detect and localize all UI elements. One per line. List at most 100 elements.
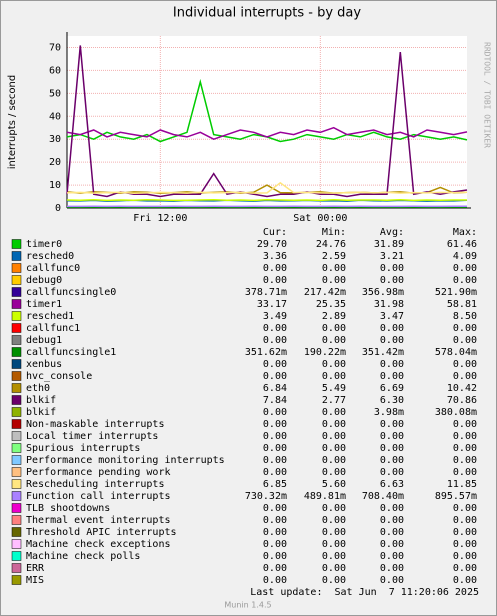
legend-swatch	[11, 335, 22, 345]
legend-value: 0.00	[263, 359, 287, 370]
legend-label: xenbus	[26, 359, 62, 370]
legend-value: 0.00	[322, 359, 346, 370]
legend-label: TLB shootdowns	[26, 503, 110, 514]
legend-value: 0.00	[322, 575, 346, 586]
legend-label: hvc_console	[26, 371, 92, 382]
series-line	[66, 45, 468, 198]
legend-value: 2.59	[322, 251, 346, 262]
legend-label: debug1	[26, 335, 62, 346]
legend-swatch	[11, 419, 22, 429]
legend-value: 0.00	[453, 467, 477, 478]
legend-value: 0.00	[453, 551, 477, 562]
legend-value: 0.00	[453, 455, 477, 466]
legend-label: resched0	[26, 251, 74, 262]
legend-value: 6.30	[380, 395, 404, 406]
chart-title: Individual interrupts - by day	[173, 6, 361, 21]
legend-label: MIS	[26, 575, 44, 586]
legend-value: 0.00	[380, 443, 404, 454]
x-tick-label: Fri 12:00	[133, 213, 187, 224]
legend-value: 0.00	[380, 551, 404, 562]
legend-value: 31.98	[374, 299, 404, 310]
legend-label: Function call interrupts	[26, 491, 171, 502]
legend-value: 378.71m	[245, 287, 287, 298]
legend-value: 0.00	[322, 443, 346, 454]
y-tick-label: 20	[49, 157, 61, 168]
legend-value: 0.00	[322, 419, 346, 430]
legend-swatch	[11, 287, 22, 297]
legend-swatch	[11, 311, 22, 321]
legend-value: 0.00	[453, 515, 477, 526]
legend-value: 0.00	[453, 359, 477, 370]
y-tick-label: 60	[49, 65, 61, 76]
y-tick-label: 40	[49, 111, 61, 122]
series-line	[66, 184, 468, 195]
legend-value: 521.90m	[435, 287, 477, 298]
legend-header: Avg:	[380, 227, 404, 238]
legend-label: ERR	[26, 563, 45, 574]
legend-swatch	[11, 263, 22, 273]
legend-value: 0.00	[263, 515, 287, 526]
legend-value: 3.47	[380, 311, 404, 322]
series-line	[66, 126, 468, 141]
legend-value: 0.00	[453, 335, 477, 346]
legend-swatch	[11, 323, 22, 333]
legend-value: 70.86	[447, 395, 477, 406]
legend-value: 0.00	[263, 263, 287, 274]
legend-value: 0.00	[380, 419, 404, 430]
legend-value: 0.00	[380, 263, 404, 274]
legend-value: 4.09	[453, 251, 477, 262]
legend-value: 25.35	[316, 299, 346, 310]
legend-label: eth0	[26, 383, 50, 394]
legend-value: 0.00	[380, 539, 404, 550]
legend-swatch	[11, 491, 22, 501]
legend-value: 0.00	[322, 563, 346, 574]
legend-value: 31.89	[374, 239, 404, 250]
legend-value: 3.98m	[374, 407, 404, 418]
legend-value: 2.77	[322, 395, 346, 406]
legend-value: 0.00	[263, 527, 287, 538]
legend-value: 5.49	[322, 383, 346, 394]
legend-value: 0.00	[322, 527, 346, 538]
legend-value: 0.00	[380, 503, 404, 514]
legend-label: Performance pending work	[26, 467, 171, 478]
legend-label: callfuncsingle0	[26, 287, 116, 298]
legend-value: 0.00	[322, 539, 346, 550]
legend-value: 0.00	[263, 443, 287, 454]
legend-value: 24.76	[316, 239, 346, 250]
plot-area	[67, 36, 467, 208]
legend-value: 0.00	[263, 275, 287, 286]
legend-value: 0.00	[263, 539, 287, 550]
legend-value: 3.49	[263, 311, 287, 322]
legend-value: 0.00	[263, 455, 287, 466]
legend-value: 0.00	[322, 551, 346, 562]
legend-value: 0.00	[380, 527, 404, 538]
legend-swatch	[11, 431, 22, 441]
y-tick-label: 30	[49, 134, 61, 145]
x-tick-label: Sat 00:00	[293, 213, 347, 224]
legend-swatch	[11, 275, 22, 285]
legend-value: 0.00	[263, 575, 287, 586]
legend-value: 0.00	[453, 527, 477, 538]
legend-value: 6.63	[380, 479, 404, 490]
legend-label: Non-maskable interrupts	[26, 419, 164, 430]
legend-value: 29.70	[257, 239, 287, 250]
legend-value: 0.00	[263, 503, 287, 514]
legend-swatch	[11, 443, 22, 453]
legend-swatch	[11, 527, 22, 537]
legend-swatch	[11, 239, 22, 249]
legend-value: 0.00	[322, 263, 346, 274]
legend-swatch	[11, 575, 22, 585]
legend-value: 0.00	[322, 467, 346, 478]
legend-value: 0.00	[322, 323, 346, 334]
legend-label: callfunc0	[26, 263, 80, 274]
legend-value: 217.42m	[304, 287, 346, 298]
legend-value: 10.42	[447, 383, 477, 394]
legend-label: callfunc1	[26, 323, 80, 334]
legend-value: 0.00	[322, 515, 346, 526]
legend-label: Machine check polls	[26, 551, 140, 562]
legend-value: 0.00	[380, 359, 404, 370]
legend-value: 0.00	[453, 263, 477, 274]
legend-value: 0.00	[453, 431, 477, 442]
legend-value: 58.81	[447, 299, 477, 310]
